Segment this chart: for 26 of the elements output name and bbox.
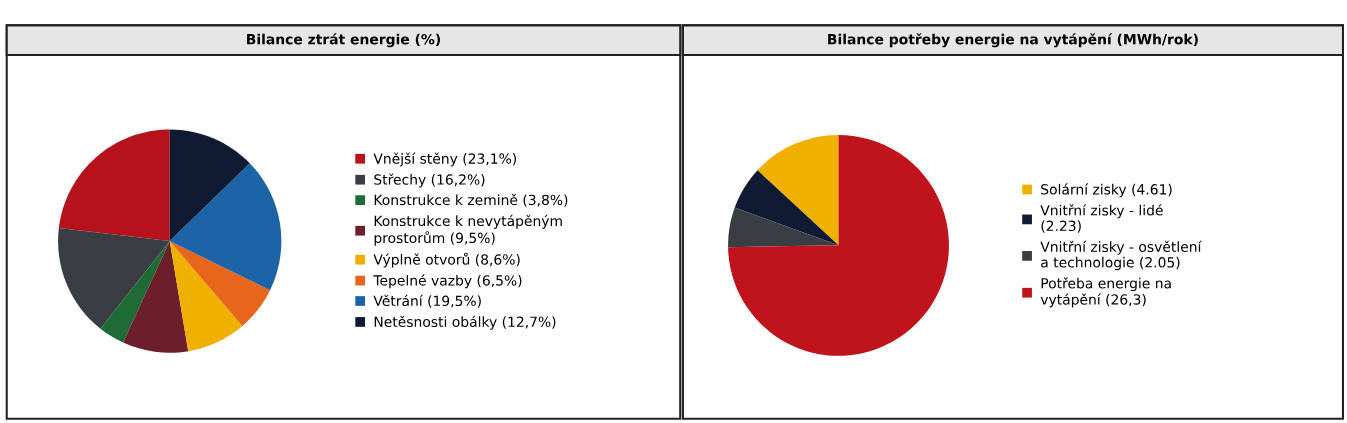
pie-slice [169,241,271,326]
pie-slice [728,207,839,248]
legend-label: Vnitřní zisky - osvětlení a technologie (2.05) [1040,240,1202,271]
chart-title: Bilance ztrát energie (%) [247,33,440,48]
legend-label: Netěsnosti obálky (12,7%) [374,315,556,330]
legend-label: Konstrukce k nevytápěným prostorům (9,5%) [374,214,562,246]
legend-label: Tepelné vazby (6,5%) [373,274,522,289]
pie-slice [58,227,170,329]
pie-slice [757,134,839,246]
legend-label: Větrání (19,5%) [373,294,481,308]
pie-slice [58,129,170,242]
pie-slice [100,241,170,343]
chart-title: Bilance potřeby energie na vytápění (MWh/rok) [828,33,1198,48]
legend-label: Vnitřní zisky - lidé (2.23) [1040,204,1163,233]
pie-slice [169,163,282,291]
pie-slice [728,134,949,356]
pie-slice [169,241,243,352]
legend-label: Konstrukce k zemině (3,8%) [374,193,568,207]
legend-label: Solární zisky (4.61) [1041,183,1172,198]
legend-label: Potřeba energie na vytápění (26,3) [1040,277,1171,308]
legend-label: Výplně otvorů (8,6%) [373,252,520,268]
pie-slice [734,170,839,246]
legend-label: Vnější stěny (23,1%) [373,152,517,167]
legend-label: Střechy (16,2%) [374,173,485,188]
pie-slice [123,241,189,353]
pie-slice [169,129,250,242]
